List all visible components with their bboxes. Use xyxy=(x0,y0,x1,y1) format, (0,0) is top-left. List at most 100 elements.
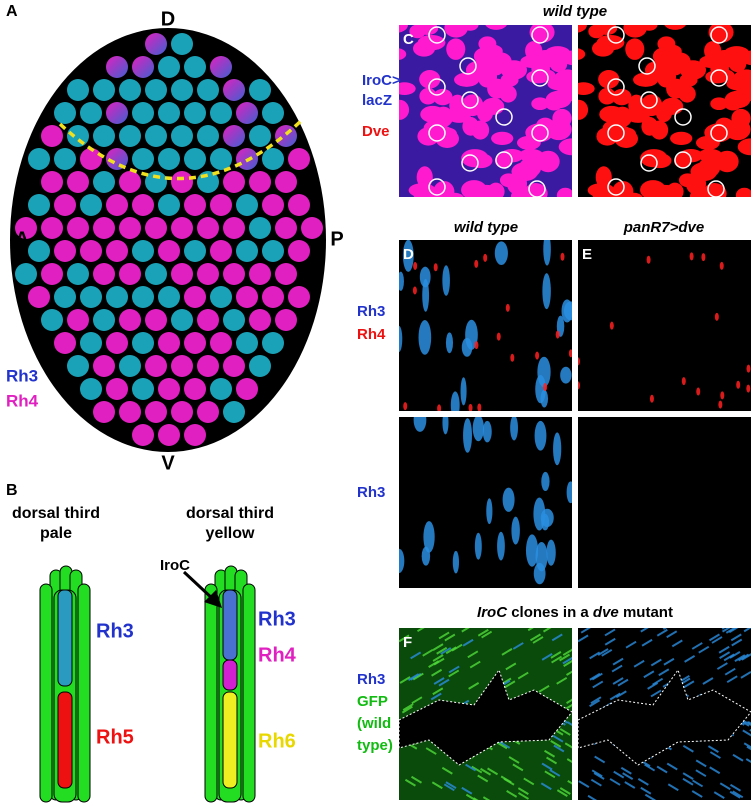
rhabdomere-signal xyxy=(399,548,405,574)
fiber xyxy=(562,656,572,665)
fiber xyxy=(684,655,696,663)
r7-marker xyxy=(428,124,446,142)
fiber xyxy=(709,751,721,759)
fiber xyxy=(652,677,664,686)
fiber xyxy=(445,781,457,789)
ommatidium xyxy=(171,125,193,147)
r7-marker xyxy=(710,124,728,142)
fiber xyxy=(566,670,572,676)
cell xyxy=(500,73,519,87)
rhabdomere-signal xyxy=(720,391,725,400)
ommatidium xyxy=(67,79,89,101)
rhabdomere-signal xyxy=(421,546,431,566)
ommatidium xyxy=(171,171,193,193)
ommatidium xyxy=(119,217,141,239)
ommatidium xyxy=(236,378,258,400)
dorsal-boundary xyxy=(58,118,304,181)
cell xyxy=(446,38,466,60)
rhabdomere-signal xyxy=(510,353,515,362)
rhabdomere-signal xyxy=(511,516,520,545)
fiber xyxy=(740,671,751,679)
fiber xyxy=(713,791,725,800)
arrow-label: IroC xyxy=(160,557,190,574)
fiber xyxy=(732,753,744,762)
cell xyxy=(612,106,633,128)
fiber xyxy=(432,643,444,651)
cell xyxy=(408,183,436,197)
rhabdomere-signal xyxy=(468,403,473,411)
fiber xyxy=(612,677,624,685)
fiber xyxy=(559,653,571,662)
fiber xyxy=(695,759,707,768)
arrow xyxy=(182,570,216,602)
ommatidium xyxy=(54,240,76,262)
fiber xyxy=(719,782,731,791)
cell xyxy=(419,87,437,105)
fiber xyxy=(408,673,420,681)
rhabdomere-signal xyxy=(696,387,701,396)
ommatidium xyxy=(210,240,232,262)
rhabdomere-signal xyxy=(472,417,484,442)
fiber xyxy=(567,779,572,785)
rhabdomere xyxy=(204,583,218,803)
rhabdomere-signal xyxy=(553,432,562,466)
fiber xyxy=(620,766,632,775)
ommatidium xyxy=(145,355,167,377)
panel-label: D xyxy=(403,246,414,263)
arrowhead xyxy=(204,590,222,608)
ommatidium xyxy=(236,102,258,124)
ommatidium xyxy=(184,194,206,216)
fiber xyxy=(640,628,649,633)
cell xyxy=(419,70,441,89)
fiber xyxy=(411,696,423,705)
ommatidium xyxy=(223,355,245,377)
fiber xyxy=(633,659,645,668)
fiber xyxy=(448,665,460,674)
rhabdomere xyxy=(39,583,53,803)
ommatidium xyxy=(67,125,89,147)
cell xyxy=(735,187,751,197)
fiber xyxy=(542,628,552,633)
r7-marker xyxy=(674,151,692,169)
ommatidium xyxy=(106,194,128,216)
fiber xyxy=(551,655,563,664)
streaks xyxy=(399,240,572,411)
ommatidium xyxy=(145,401,167,423)
column-title: dorsal third xyxy=(12,505,100,522)
ommatidium xyxy=(288,240,310,262)
ommatidium xyxy=(132,148,154,170)
fiber xyxy=(436,646,448,655)
r7-marker xyxy=(640,154,658,172)
ommatidium xyxy=(262,194,284,216)
ommatidium xyxy=(184,424,206,446)
fiber xyxy=(401,705,413,714)
fiber xyxy=(747,721,751,725)
rhabdomere-signal xyxy=(477,403,482,411)
title-part: dve xyxy=(593,604,619,621)
fiber xyxy=(430,692,442,701)
rhabdomere-signal xyxy=(402,240,414,272)
r7-marker xyxy=(707,180,725,197)
rhabdomere-signal xyxy=(543,383,548,392)
ommatidium xyxy=(236,240,258,262)
cell xyxy=(417,25,439,36)
fiber xyxy=(729,650,741,659)
ommatidium xyxy=(15,263,37,285)
rhodopsin-label: Rh5 xyxy=(96,726,134,748)
rhodopsin-label: Rh3 xyxy=(96,620,134,642)
fiber xyxy=(719,651,731,660)
fiber xyxy=(682,772,694,780)
ommatidium xyxy=(301,217,323,239)
ommatidium xyxy=(197,217,219,239)
fiber xyxy=(465,763,477,772)
fiber xyxy=(609,778,621,786)
cell xyxy=(536,150,560,173)
fiber xyxy=(440,647,452,655)
fiber xyxy=(487,767,499,776)
ommatidium xyxy=(288,194,310,216)
stain-label: Rh4 xyxy=(357,326,386,343)
ommatidium xyxy=(249,171,271,193)
ommatidium xyxy=(106,56,128,78)
panel-label: F xyxy=(403,634,412,651)
ommatidium xyxy=(223,171,245,193)
